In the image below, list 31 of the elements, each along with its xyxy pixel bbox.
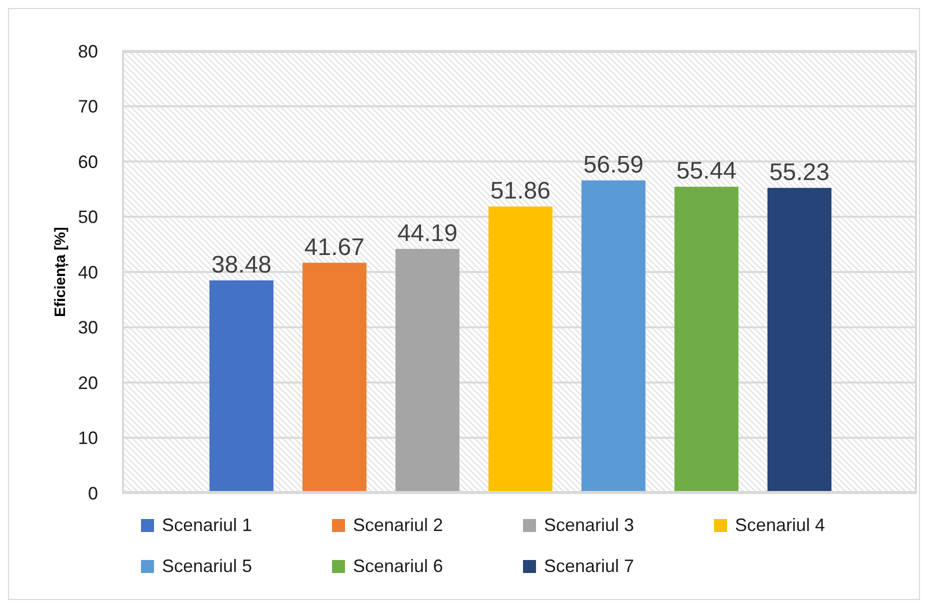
legend-label: Scenariul 1 [162, 515, 252, 536]
y-tick-label: 10 [78, 428, 98, 448]
y-tick-label: 0 [88, 483, 98, 504]
bar [395, 248, 460, 493]
bar [209, 280, 274, 493]
y-tick-label: 50 [78, 207, 98, 228]
bar [302, 262, 366, 493]
y-tick-label: 70 [78, 96, 98, 117]
bar [674, 186, 738, 493]
y-tick-label: 40 [78, 262, 98, 282]
legend-label: Scenariul 2 [353, 515, 444, 536]
y-tick-label: 80 [78, 41, 98, 62]
data-label: 41.67 [304, 234, 364, 261]
y-axis-title: Eficiența [%] [52, 226, 68, 318]
bar [767, 188, 832, 493]
y-tick-label: 60 [78, 152, 98, 172]
legend-label: Scenariul 4 [735, 515, 826, 536]
legend-label: Scenariul 3 [544, 515, 634, 536]
data-label: 55.44 [676, 158, 736, 185]
data-label: 51.86 [490, 177, 550, 204]
y-tick-label: 30 [78, 318, 98, 338]
legend-label: Scenariul 5 [162, 556, 252, 577]
data-label: 55.23 [769, 158, 830, 186]
bar [488, 206, 552, 493]
bar [581, 180, 646, 493]
data-label: 44.19 [397, 220, 458, 247]
legend-label: Scenariul 7 [544, 556, 634, 577]
legend-label: Scenariul 6 [353, 556, 444, 577]
data-label: 56.59 [583, 151, 644, 178]
data-label: 38.48 [211, 251, 272, 278]
y-tick-label: 20 [78, 372, 98, 393]
